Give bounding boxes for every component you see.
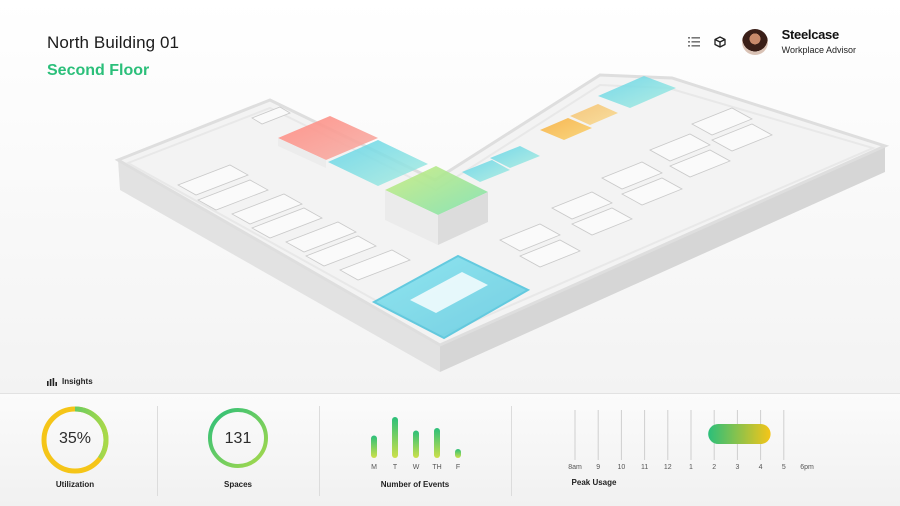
hour-label: 2 [712, 464, 717, 471]
hour-label: 5 [781, 464, 786, 471]
header-right: Steelcase Workplace Advisor [686, 27, 856, 55]
day-label-w: W [412, 464, 420, 471]
hour-label: 3 [735, 464, 740, 471]
peak-usage-label: Peak Usage [571, 478, 617, 487]
utilization-gauge [41, 406, 109, 474]
events-bars [371, 417, 461, 459]
event-bar-t[interactable] [392, 417, 398, 458]
day-label-th: TH [432, 464, 442, 471]
brand-block: Steelcase Workplace Advisor [781, 27, 856, 55]
event-bar-f[interactable] [455, 449, 461, 458]
hour-label: 11 [640, 464, 649, 471]
hour-label: 12 [663, 464, 672, 471]
divider [511, 406, 512, 496]
hour-label: 9 [596, 464, 601, 471]
divider [319, 406, 320, 496]
room-cyan-3 [598, 76, 676, 108]
event-bar-w[interactable] [413, 430, 419, 459]
cube-icon[interactable] [712, 34, 728, 50]
room-cyan-2 [462, 146, 540, 182]
hour-label: 1 [689, 464, 693, 471]
room-conference [371, 254, 531, 340]
day-label-m: M [371, 464, 377, 471]
day-label-t: T [392, 464, 398, 471]
room-red [278, 116, 378, 168]
events-label: Number of Events [380, 480, 450, 489]
event-bar-th[interactable] [434, 428, 440, 458]
divider [157, 406, 158, 496]
room-orange [540, 104, 618, 140]
user-avatar[interactable] [741, 28, 768, 55]
building-walls [114, 73, 890, 372]
floor-plan-3d[interactable] [0, 0, 900, 390]
floor-title[interactable]: Second Floor [47, 62, 150, 79]
spaces-value: 131 [224, 430, 252, 447]
hour-label: 4 [758, 464, 763, 471]
insights-panel: 35% Utilization 131 Spaces Number of Eve… [0, 393, 900, 506]
building-title: North Building 01 [47, 33, 180, 52]
desk-clusters-left [177, 106, 411, 281]
peak-range-bar[interactable] [708, 424, 771, 444]
event-bar-m[interactable] [371, 435, 377, 459]
desk-clusters-right [499, 107, 773, 268]
spaces-gauge [208, 408, 268, 468]
room-green [385, 166, 488, 245]
brand-subtitle: Workplace Advisor [781, 44, 856, 55]
hour-label: 6pm [800, 464, 814, 471]
title-block: North Building 01 Second Floor [47, 33, 179, 80]
spaces-label: Spaces [223, 480, 253, 489]
utilization-label: Utilization [55, 480, 95, 489]
bar-chart-icon [47, 377, 57, 386]
peak-usage-chart [574, 410, 785, 460]
insights-heading[interactable]: Insights [47, 377, 93, 386]
brand-logo: Steelcase [781, 27, 840, 42]
room-cyan-1 [328, 140, 428, 186]
list-icon[interactable] [686, 34, 702, 50]
hour-label: 8am [568, 464, 582, 471]
utilization-value: 35% [58, 430, 92, 447]
insights-label: Insights [62, 377, 93, 386]
day-label-f: F [455, 464, 461, 471]
hour-label: 10 [617, 464, 626, 471]
